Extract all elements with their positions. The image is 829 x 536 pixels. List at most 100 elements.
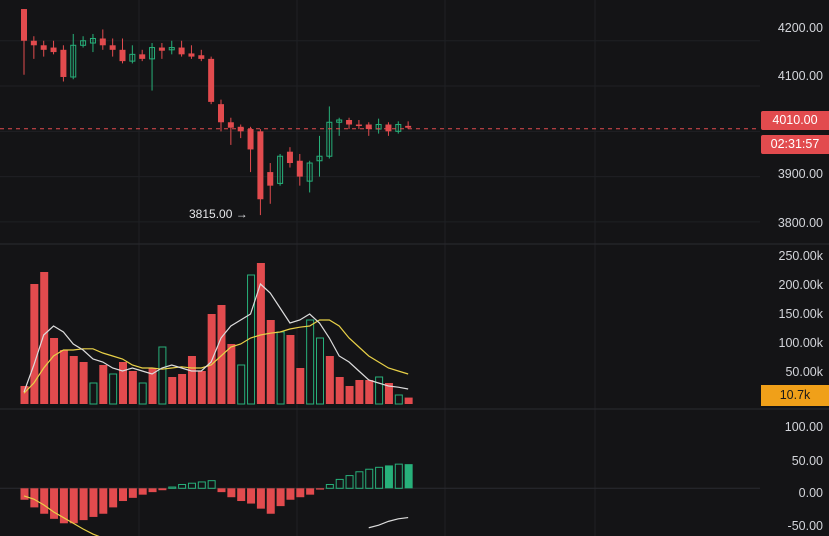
macd-tick-neg50: -50.00 xyxy=(787,519,823,533)
macd-histogram-bar xyxy=(256,488,265,509)
price-tick-3800: 3800.00 xyxy=(777,216,823,230)
macd-histogram-bar xyxy=(384,465,393,489)
volume-bar xyxy=(227,344,236,404)
price-candle-body xyxy=(208,58,215,102)
volume-bar xyxy=(187,356,196,404)
volume-bar xyxy=(266,320,275,404)
macd-tick-100: 100.00 xyxy=(784,420,823,434)
macd-histogram-bar xyxy=(138,488,147,495)
price-candle-body xyxy=(30,40,37,46)
volume-bar xyxy=(89,382,98,405)
volume-tick-200k: 200.00k xyxy=(778,278,823,292)
volume-bar xyxy=(20,386,29,404)
volume-bar xyxy=(197,371,206,404)
volume-bar xyxy=(365,380,374,404)
macd-histogram-bar xyxy=(266,488,275,514)
macd-histogram-bar xyxy=(69,488,78,524)
volume-bar xyxy=(286,335,295,404)
price-candle-body xyxy=(60,49,67,77)
volume-bar xyxy=(256,263,265,404)
price-candle-body xyxy=(188,53,195,57)
arrow-right-icon: → xyxy=(235,207,248,221)
price-candle-body xyxy=(286,151,293,164)
candle-countdown-badge: 02:31:57 xyxy=(761,135,829,154)
price-candle-body xyxy=(405,125,412,128)
volume-bar xyxy=(335,377,344,404)
price-candle-body xyxy=(385,124,392,132)
volume-bar xyxy=(119,362,127,404)
macd-histogram-bar xyxy=(99,488,108,514)
volume-tick-50k: 50.00k xyxy=(785,365,823,379)
price-candle-body xyxy=(139,54,146,59)
macd-histogram-bar xyxy=(30,488,39,508)
volume-bar xyxy=(138,382,147,405)
macd-histogram-bar xyxy=(325,483,334,489)
volume-bar xyxy=(148,368,157,404)
volume-bar xyxy=(79,362,88,404)
price-candle-body xyxy=(267,172,274,186)
macd-histogram-bar xyxy=(335,478,344,489)
volume-bar xyxy=(355,380,364,404)
volume-tick-250k: 250.00k xyxy=(778,249,823,263)
macd-histogram-bar xyxy=(119,488,127,502)
volume-bar xyxy=(50,338,59,404)
price-candle-body xyxy=(50,47,57,53)
price-candle-body xyxy=(168,47,175,51)
volume-bar xyxy=(178,374,187,404)
macd-histogram-bar xyxy=(247,488,256,504)
price-tick-4200: 4200.00 xyxy=(777,21,823,35)
volume-bar xyxy=(276,331,285,405)
price-candle-body xyxy=(178,47,185,55)
macd-histogram-bar xyxy=(40,488,49,514)
macd-histogram-bar xyxy=(168,486,177,489)
price-candle-body xyxy=(40,45,47,50)
volume-bar xyxy=(109,373,118,405)
price-candle-body xyxy=(346,120,353,125)
volume-bar xyxy=(384,383,393,404)
price-candle-body xyxy=(316,155,323,162)
macd-tick-50: 50.00 xyxy=(791,454,823,468)
price-candle-body xyxy=(80,40,87,46)
macd-histogram-bar xyxy=(178,483,187,489)
volume-bar xyxy=(296,368,305,404)
macd-histogram-bar xyxy=(355,471,364,489)
price-candle-body xyxy=(198,55,205,59)
price-candle-body xyxy=(218,104,224,123)
current-price-badge: 4010.00 xyxy=(761,111,829,130)
volume-bar xyxy=(59,350,68,404)
macd-histogram-bar xyxy=(237,488,246,502)
price-candle-body xyxy=(365,124,372,130)
current-volume-badge: 10.7k xyxy=(761,385,829,406)
macd-histogram-bar xyxy=(187,482,196,489)
price-candle-body xyxy=(21,9,27,41)
price-candle-body xyxy=(355,124,362,127)
macd-histogram-bar xyxy=(227,488,236,498)
macd-histogram-bar xyxy=(394,463,403,489)
price-candle-body xyxy=(277,155,284,184)
macd-histogram-bar xyxy=(404,464,413,489)
volume-bar xyxy=(217,305,226,404)
price-candle-body xyxy=(129,53,136,62)
volume-bar xyxy=(325,356,334,404)
volume-bar xyxy=(128,371,137,404)
price-candle-body xyxy=(257,131,264,200)
macd-histogram-bar xyxy=(128,488,137,498)
price-candle-body xyxy=(70,44,77,78)
macd-histogram-bar xyxy=(197,481,206,489)
volume-bar xyxy=(345,386,354,404)
volume-tick-150k: 150.00k xyxy=(778,307,823,321)
macd-histogram-bar xyxy=(375,466,384,489)
macd-histogram-bar xyxy=(207,480,216,489)
volume-bar xyxy=(207,314,216,404)
volume-bar xyxy=(237,364,246,405)
macd-histogram-bar xyxy=(79,488,88,521)
price-candle-body xyxy=(296,160,303,177)
price-candle-body xyxy=(119,49,126,62)
volume-bar xyxy=(394,394,403,405)
macd-histogram-bar xyxy=(316,488,324,490)
volume-bar xyxy=(306,319,315,405)
price-candle-body xyxy=(227,122,234,128)
macd-histogram-bar xyxy=(276,488,285,507)
